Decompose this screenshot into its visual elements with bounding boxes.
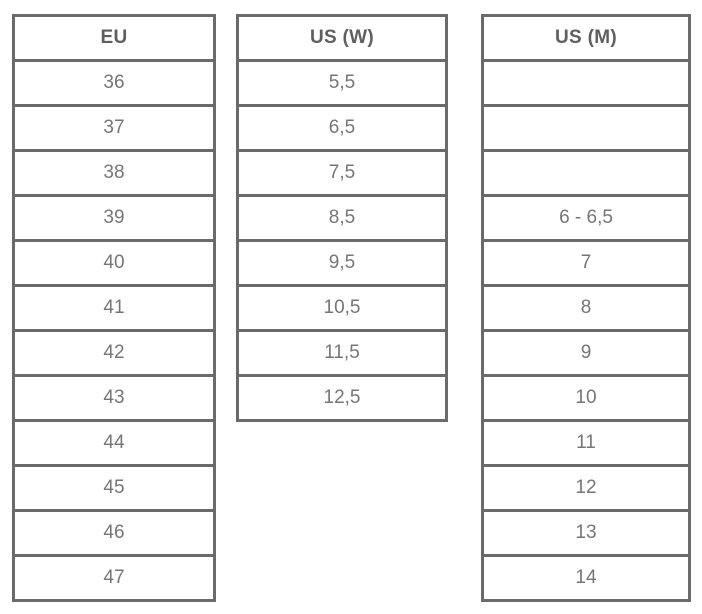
table-row: 14 [481,554,691,602]
size-cell: 7 [481,239,691,287]
table-row: 8 [481,284,691,332]
size-cell: 47 [12,554,216,602]
size-cell [481,59,691,107]
table-row: 5,5 [236,59,448,107]
table-header-row: US (W) [236,14,448,62]
size-cell: 11 [481,419,691,467]
size-cell: 46 [12,509,216,557]
table-row: 45 [12,464,216,512]
table-row: 6 - 6,5 [481,194,691,242]
size-cell: 13 [481,509,691,557]
size-cell: 6 - 6,5 [481,194,691,242]
size-cell: 9 [481,329,691,377]
size-cell: 44 [12,419,216,467]
table-row: 37 [12,104,216,152]
size-cell [481,104,691,152]
table-row: 11,5 [236,329,448,377]
size-cell: 11,5 [236,329,448,377]
size-cell: 10 [481,374,691,422]
size-cell: 9,5 [236,239,448,287]
table-row: 36 [12,59,216,107]
table-row: 10,5 [236,284,448,332]
table-header-row: US (M) [481,14,691,62]
table-row: 47 [12,554,216,602]
size-cell: 14 [481,554,691,602]
table-row: 12 [481,464,691,512]
column-header-eu: EU [12,14,216,62]
size-cell: 38 [12,149,216,197]
size-cell: 37 [12,104,216,152]
size-cell: 12 [481,464,691,512]
size-cell: 12,5 [236,374,448,422]
table-row: 9 [481,329,691,377]
table-row: 10 [481,374,691,422]
table-row: 42 [12,329,216,377]
table-row: 7,5 [236,149,448,197]
size-cell: 6,5 [236,104,448,152]
table-row: 9,5 [236,239,448,287]
us-men-size-table: US (M) 6 - 6,5 7 8 9 10 11 12 13 14 [481,14,691,602]
size-cell: 43 [12,374,216,422]
size-cell: 40 [12,239,216,287]
column-header-us-w: US (W) [236,14,448,62]
table-row: 7 [481,239,691,287]
size-cell [481,149,691,197]
table-row: 39 [12,194,216,242]
size-cell: 42 [12,329,216,377]
table-row: 12,5 [236,374,448,422]
table-row: 40 [12,239,216,287]
size-cell: 10,5 [236,284,448,332]
eu-size-table: EU 36 37 38 39 40 41 42 43 44 45 46 47 [12,14,216,602]
table-row: 11 [481,419,691,467]
size-cell: 8 [481,284,691,332]
size-cell: 45 [12,464,216,512]
us-women-size-table: US (W) 5,5 6,5 7,5 8,5 9,5 10,5 11,5 12,5 [236,14,448,422]
size-cell: 41 [12,284,216,332]
size-cell: 8,5 [236,194,448,242]
table-row [481,59,691,107]
table-row: 8,5 [236,194,448,242]
table-row: 41 [12,284,216,332]
size-cell: 5,5 [236,59,448,107]
table-header-row: EU [12,14,216,62]
size-cell: 36 [12,59,216,107]
table-row [481,104,691,152]
table-row: 43 [12,374,216,422]
table-row: 46 [12,509,216,557]
size-cell: 7,5 [236,149,448,197]
table-row: 6,5 [236,104,448,152]
table-row: 38 [12,149,216,197]
table-row: 13 [481,509,691,557]
table-row: 44 [12,419,216,467]
column-header-us-m: US (M) [481,14,691,62]
table-row [481,149,691,197]
size-tables-container: EU 36 37 38 39 40 41 42 43 44 45 46 47 US (W) 5,5 6,… [12,14,691,602]
size-cell: 39 [12,194,216,242]
